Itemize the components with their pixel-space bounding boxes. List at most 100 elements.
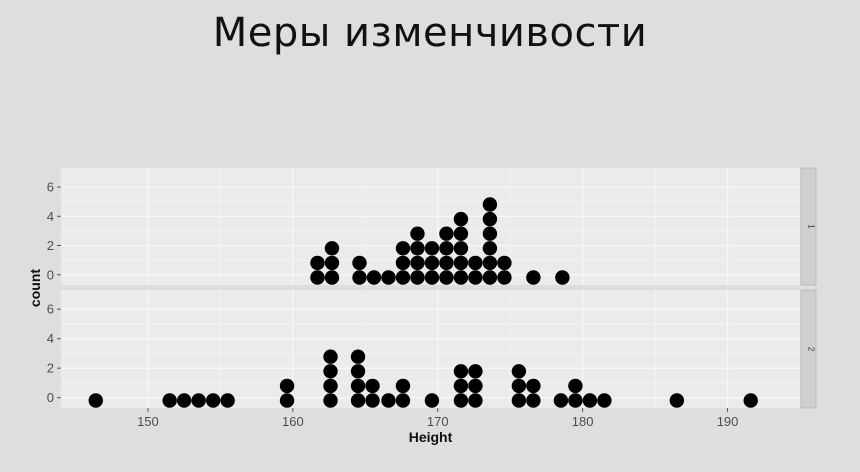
dot-point [439, 226, 454, 241]
dot-point [439, 241, 454, 256]
dot-point [511, 393, 527, 408]
dot-point [511, 364, 527, 379]
y-tick-label: 0 [47, 267, 54, 282]
dot-point [381, 270, 396, 285]
dot-point [597, 393, 612, 408]
dot-point [395, 393, 411, 408]
dot-point [743, 393, 758, 408]
dot-point [395, 270, 411, 285]
x-tick-label: 160 [282, 414, 304, 429]
dot-point [468, 393, 483, 408]
dot-point [453, 364, 469, 379]
dot-point [410, 241, 425, 256]
dot-point [526, 393, 541, 408]
y-tick-label: 2 [47, 238, 54, 253]
dot-point [395, 378, 411, 394]
dot-point [497, 255, 512, 271]
dot-point [323, 393, 338, 408]
dot-point [323, 349, 338, 364]
dot-point [511, 378, 527, 394]
y-tick-label: 4 [47, 209, 54, 224]
y-tick-label: 4 [47, 331, 54, 346]
dot-point [482, 241, 498, 256]
dot-point [568, 378, 583, 394]
dot-point [310, 270, 325, 285]
dot-point [453, 393, 469, 408]
dot-point [220, 393, 235, 408]
dot-point [410, 226, 425, 241]
dot-point [568, 393, 583, 408]
dot-point [424, 270, 440, 285]
dot-point [468, 270, 483, 285]
dot-point [395, 255, 411, 271]
dot-point [350, 378, 366, 394]
dot-point [468, 378, 483, 394]
dot-point [482, 197, 498, 212]
dot-point [350, 393, 366, 408]
dot-point [352, 255, 367, 271]
dot-point [453, 211, 469, 227]
dot-point [366, 270, 382, 285]
dot-point [410, 255, 425, 271]
dot-point [482, 211, 498, 227]
dot-point [468, 364, 483, 379]
chart-panels: 0 2 4 6 1 0 2 4 6 2 [47, 167, 817, 409]
dot-point [453, 226, 469, 241]
x-axis-title: Height [409, 429, 453, 445]
dot-point [553, 393, 569, 408]
dot-point [191, 393, 206, 408]
dot-point [453, 378, 469, 394]
dot-point [324, 270, 340, 285]
dot-series [88, 349, 758, 408]
dot-point [352, 270, 367, 285]
dot-point [279, 378, 295, 394]
facet-strip [800, 167, 817, 286]
dot-point [468, 255, 483, 271]
dot-point [162, 393, 177, 408]
dot-point [365, 393, 380, 408]
dot-point [453, 270, 469, 285]
slide-title: Меры изменчивости [212, 10, 648, 56]
dot-point [324, 241, 340, 256]
dot-point [482, 255, 498, 271]
dot-point [381, 393, 396, 408]
x-tick-label: 170 [427, 414, 449, 429]
dot-point [88, 393, 103, 408]
x-tick-label: 180 [572, 414, 594, 429]
dot-point [279, 393, 295, 408]
dot-point [439, 270, 454, 285]
x-tick-label: 190 [717, 414, 739, 429]
dot-point [453, 255, 469, 271]
y-tick-label: 0 [47, 390, 54, 405]
panel-background [61, 290, 800, 408]
dot-point [310, 255, 325, 271]
dot-point [205, 393, 221, 408]
dot-point [324, 255, 340, 271]
facet-strip-label: 2 [807, 347, 816, 352]
dot-point [582, 393, 598, 408]
dot-point [365, 378, 380, 394]
dot-point [526, 270, 541, 285]
facet-panel-1: 0 2 4 6 1 [47, 167, 817, 286]
dot-point [350, 349, 366, 364]
dot-point [424, 241, 440, 256]
x-tick-label: 150 [137, 414, 159, 429]
dot-point [555, 270, 570, 285]
dot-point [323, 378, 338, 394]
y-axis-title: count [27, 269, 43, 307]
dot-point [424, 393, 440, 408]
x-axis: 150 160 170 180 190 [137, 408, 738, 429]
dot-point [482, 270, 498, 285]
dot-point [395, 241, 411, 256]
y-tick-label: 6 [47, 180, 54, 195]
dot-point [497, 270, 512, 285]
y-tick-label: 2 [47, 361, 54, 376]
dot-point [424, 255, 440, 271]
dot-point [669, 393, 685, 408]
dot-point [482, 226, 498, 241]
facet-panel-2: 0 2 4 6 2 [47, 289, 817, 409]
dot-point [439, 255, 454, 271]
dot-point [453, 241, 469, 256]
facet-strip [800, 289, 817, 409]
